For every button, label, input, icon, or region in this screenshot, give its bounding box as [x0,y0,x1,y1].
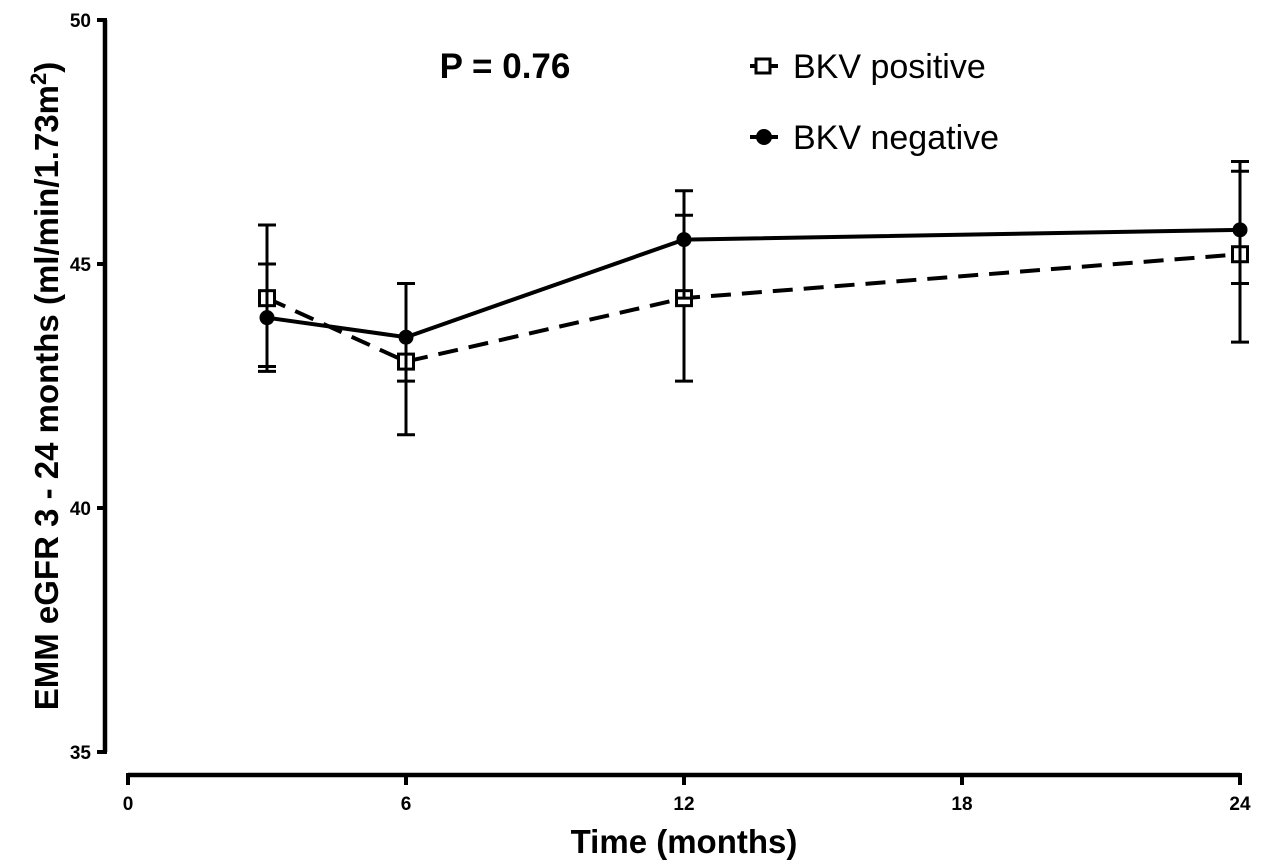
y-axis-title-superscript: 2 [26,73,51,85]
legend-bkv-negative-label: BKV negative [793,119,999,157]
x-tick-label-12: 12 [673,794,694,815]
legend-bkv-positive-marker [754,57,772,75]
p-value-annotation: P = 0.76 [440,47,571,86]
x-axis-title: Time (months) [571,823,798,860]
series-line-bkv-negative [266,227,1241,340]
x-tick-label-0: 0 [123,794,134,815]
series-bkv-negative [258,160,1249,383]
data-point-bkv-negative-6 [398,329,414,345]
x-tick-label-24: 24 [1229,794,1251,815]
y-tick-label-40: 40 [70,499,91,520]
legend-bkv-positive-label: BKV positive [793,48,986,86]
x-tick-label-18: 18 [951,794,972,815]
series-line-bkv-positive [266,252,1241,364]
legend: BKV positive BKV negative [750,48,999,157]
data-point-bkv-negative-12 [676,232,692,248]
data-point-bkv-negative-24 [1232,222,1248,238]
y-axis-title-main: EMM eGFR 3 - 24 months (ml/min/1.73m [28,85,65,710]
legend-bkv-negative-marker [756,129,772,145]
data-point-bkv-negative-3 [259,310,275,326]
error-bar-bkv-negative-3 [258,223,276,373]
y-tick-label-35: 35 [70,743,92,764]
y-tick-label-50: 50 [70,11,91,32]
series-layer [258,160,1249,437]
y-axis-title-close: ) [28,62,65,73]
legend-item-bkv-negative: BKV negative [750,119,999,157]
legend-item-bkv-positive: BKV positive [750,48,986,86]
y-tick-label-45: 45 [70,255,92,276]
y-ticks: 35 40 45 50 [70,11,107,764]
y-axis-title: EMM eGFR 3 - 24 months (ml/min/1.73m2) [26,62,65,711]
x-ticks: 0 6 12 18 24 [123,773,1251,815]
x-tick-label-6: 6 [401,794,412,815]
